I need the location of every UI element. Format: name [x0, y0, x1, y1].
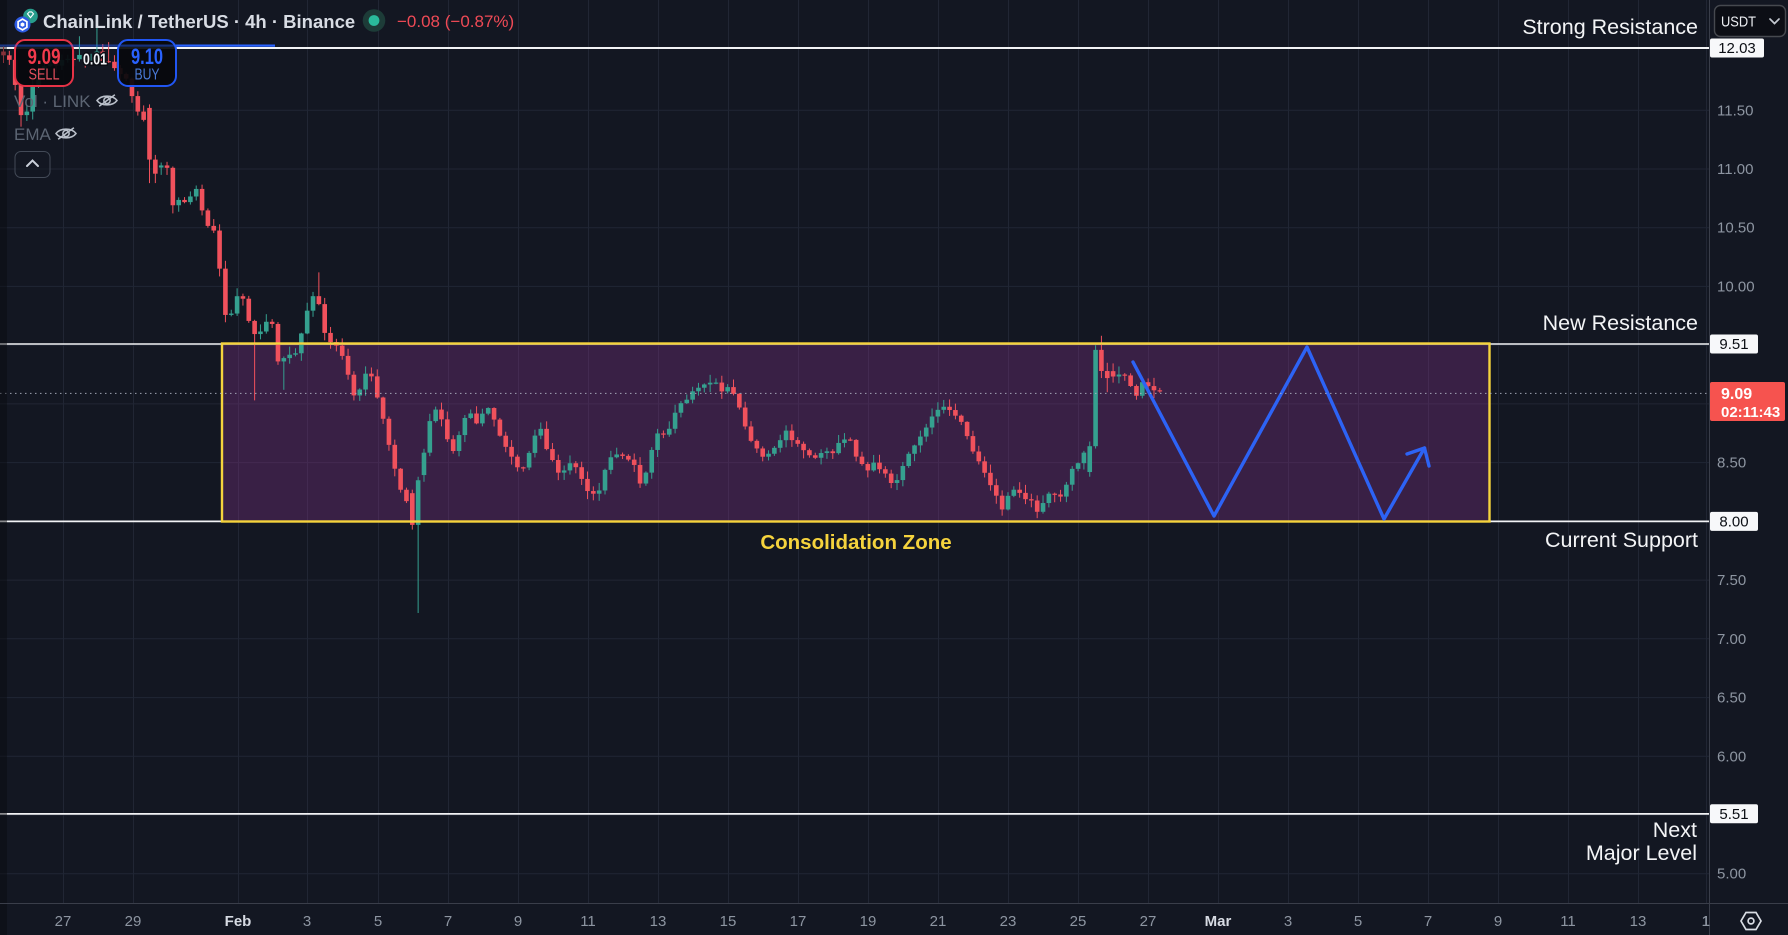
svg-text:27: 27 [55, 913, 72, 930]
svg-text:27: 27 [1140, 913, 1157, 930]
svg-text:11.50: 11.50 [1717, 102, 1753, 119]
svg-text:Next: Next [1653, 818, 1697, 842]
svg-text:15: 15 [720, 913, 737, 930]
svg-text:13: 13 [650, 913, 667, 930]
svg-text:New Resistance: New Resistance [1543, 311, 1698, 335]
svg-text:10.00: 10.00 [1717, 278, 1755, 295]
svg-text:USDT: USDT [1721, 15, 1756, 31]
svg-text:7.50: 7.50 [1717, 572, 1746, 589]
svg-text:Vol · LINK: Vol · LINK [14, 92, 91, 111]
svg-text:Feb: Feb [225, 913, 252, 930]
svg-text:3: 3 [303, 913, 311, 930]
svg-text:8.50: 8.50 [1717, 455, 1746, 472]
svg-text:1: 1 [1702, 913, 1710, 930]
svg-text:9.51: 9.51 [1719, 336, 1748, 353]
svg-text:19: 19 [860, 913, 877, 930]
svg-text:11.00: 11.00 [1717, 161, 1753, 178]
svg-text:Consolidation Zone: Consolidation Zone [760, 531, 951, 554]
svg-text:Major Level: Major Level [1586, 841, 1697, 865]
svg-text:12.03: 12.03 [1718, 40, 1756, 57]
svg-text:8.00: 8.00 [1719, 513, 1748, 530]
svg-text:5: 5 [374, 913, 382, 930]
svg-text:6.50: 6.50 [1717, 690, 1746, 707]
svg-text:13: 13 [1630, 913, 1647, 930]
svg-text:Strong Resistance: Strong Resistance [1522, 15, 1698, 39]
svg-text:5.51: 5.51 [1719, 806, 1748, 823]
svg-text:21: 21 [930, 913, 947, 930]
svg-text:Current Support: Current Support [1545, 528, 1698, 552]
svg-text:9.09: 9.09 [1721, 386, 1752, 403]
svg-text:SELL: SELL [29, 67, 60, 84]
svg-text:23: 23 [1000, 913, 1017, 930]
svg-text:9.10: 9.10 [131, 44, 163, 69]
svg-text:6.00: 6.00 [1717, 748, 1746, 765]
svg-text:9.09: 9.09 [28, 44, 61, 69]
svg-text:3: 3 [1284, 913, 1292, 930]
svg-text:0.01: 0.01 [83, 52, 107, 69]
svg-text:5.00: 5.00 [1717, 866, 1746, 883]
svg-text:ChainLink / TetherUS · 4h · Bi: ChainLink / TetherUS · 4h · Binance [43, 11, 355, 32]
svg-text:BUY: BUY [135, 67, 160, 84]
svg-text:11: 11 [1560, 913, 1576, 930]
svg-text:02:11:43: 02:11:43 [1721, 404, 1780, 421]
svg-text:25: 25 [1070, 913, 1087, 930]
svg-text:5: 5 [1354, 913, 1362, 930]
svg-text:7.00: 7.00 [1717, 631, 1746, 648]
svg-text:11: 11 [580, 913, 596, 930]
svg-text:10.50: 10.50 [1717, 220, 1755, 237]
svg-text:9: 9 [514, 913, 522, 930]
svg-text:9: 9 [1494, 913, 1502, 930]
svg-text:7: 7 [444, 913, 452, 930]
svg-text:1: 1 [1702, 913, 1710, 930]
svg-text:Mar: Mar [1205, 913, 1232, 930]
svg-text:17: 17 [790, 913, 807, 930]
svg-text:29: 29 [125, 913, 142, 930]
svg-text:EMA: EMA [14, 125, 52, 144]
svg-text:−0.08 (−0.87%): −0.08 (−0.87%) [397, 12, 514, 31]
svg-text:7: 7 [1424, 913, 1432, 930]
